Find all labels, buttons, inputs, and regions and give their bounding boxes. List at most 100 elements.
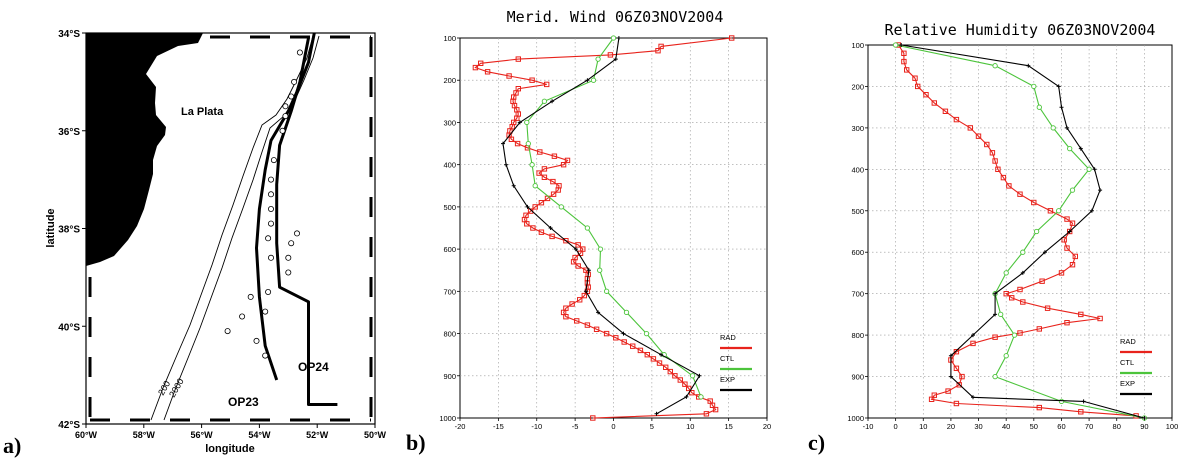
data-point-exp xyxy=(1026,63,1031,68)
data-point-exp xyxy=(585,78,590,83)
legend-label-rad: RAD xyxy=(1120,337,1136,346)
lat-tick-label: 36°S xyxy=(58,127,80,138)
station-marker xyxy=(288,93,295,100)
data-point-rad xyxy=(580,246,586,252)
data-point-ctl xyxy=(524,119,530,126)
data-point-ctl xyxy=(1050,125,1056,131)
lat-tick-label: 34°S xyxy=(58,29,80,40)
longitude-ticks: 60°W 58°W 56°W 54°W 52°W 50°W xyxy=(75,424,387,440)
data-point-rad xyxy=(915,83,921,90)
data-point-exp xyxy=(1042,250,1047,255)
y-tick-label: 600 xyxy=(851,248,864,257)
data-point-rad xyxy=(967,125,973,131)
data-point-rad xyxy=(677,377,683,383)
data-point-ctl xyxy=(1058,398,1065,405)
data-point-rad xyxy=(995,166,1001,173)
data-point-ctl xyxy=(698,394,704,400)
data-point-rad xyxy=(564,157,571,164)
data-point-ctl xyxy=(597,246,604,252)
x-tick-label: 30 xyxy=(974,422,982,431)
data-point-rad xyxy=(667,368,673,375)
data-point-rad xyxy=(1064,216,1070,222)
lon-tick-label: 60°W xyxy=(75,430,98,440)
data-point-rad xyxy=(992,158,998,164)
data-point-rad xyxy=(901,50,907,56)
data-point-rad xyxy=(590,415,596,421)
data-point-rad xyxy=(672,373,678,379)
region-label: La Plata xyxy=(181,106,224,118)
data-point-rad xyxy=(650,356,657,362)
data-point-rad xyxy=(511,119,517,126)
panel-letter-b: b) xyxy=(406,430,426,455)
station-marker xyxy=(239,313,246,320)
y-tick-label: 500 xyxy=(851,207,864,216)
station-marker xyxy=(247,293,254,300)
legend-label-rad: RAD xyxy=(720,333,736,342)
data-point-exp xyxy=(971,333,975,338)
lat-tick-label: 38°S xyxy=(58,225,80,236)
data-point-exp xyxy=(548,226,553,230)
x-tick-label: -10 xyxy=(863,422,874,431)
contour-2000 xyxy=(163,35,320,421)
series-wind xyxy=(472,35,735,421)
data-point-rad xyxy=(1047,208,1054,214)
data-point-rad xyxy=(682,381,688,387)
data-point-rad xyxy=(538,200,545,206)
station-marker xyxy=(267,220,274,227)
data-point-rad xyxy=(603,330,610,337)
data-point-rad xyxy=(607,52,614,58)
chart-title-humidity: Relative Humidity 06Z03NOV2004 xyxy=(885,21,1156,39)
station-marker xyxy=(265,235,272,242)
legend-label-exp: EXP xyxy=(720,375,735,384)
data-point-exp xyxy=(899,43,904,47)
lon-tick-label: 54°W xyxy=(248,430,271,440)
data-point-exp xyxy=(1098,188,1103,193)
data-point-ctl xyxy=(689,373,696,379)
y-tick-label: 900 xyxy=(851,373,864,382)
data-point-exp xyxy=(511,183,516,188)
legend-label-ctl: CTL xyxy=(720,354,734,363)
data-point-rad xyxy=(953,400,960,407)
data-point-rad xyxy=(729,35,735,41)
data-point-rad xyxy=(637,347,644,354)
data-point-rad xyxy=(563,238,569,244)
data-point-ctl xyxy=(610,35,617,41)
data-point-ctl xyxy=(597,267,603,273)
data-point-ctl xyxy=(643,330,650,337)
data-point-exp xyxy=(573,247,578,252)
data-point-rad xyxy=(621,339,627,345)
x-tick-label: 10 xyxy=(686,422,694,431)
latitude-ticks: 34°S 36°S 38°S 40°S 42°S xyxy=(58,29,86,431)
data-point-rad xyxy=(550,191,557,197)
data-point-exp xyxy=(1067,229,1072,234)
humidity-profile-panel: Relative Humidity 06Z03NOV2004 -10 0 10 20 3… xyxy=(847,21,1178,431)
data-point-exp xyxy=(697,373,702,378)
station-marker xyxy=(282,113,289,120)
y-tick-label: 100 xyxy=(443,34,456,43)
data-point-rad xyxy=(523,212,529,219)
data-point-exp xyxy=(1065,125,1069,130)
data-point-rad xyxy=(577,297,583,303)
data-point-rad xyxy=(1039,278,1045,284)
station-marker xyxy=(262,352,269,359)
data-point-ctl xyxy=(1031,83,1037,90)
data-point-ctl xyxy=(590,77,597,83)
panel-letter-c: c) xyxy=(808,430,825,455)
data-point-rad xyxy=(574,318,580,324)
data-point-exp xyxy=(621,331,626,336)
route-label-op23: OP23 xyxy=(228,395,259,409)
data-point-exp xyxy=(613,57,618,62)
data-point-rad xyxy=(515,56,521,62)
station-marker xyxy=(285,269,292,276)
y-tick-label: 1000 xyxy=(439,414,456,423)
data-point-ctl xyxy=(998,311,1004,318)
station-marker xyxy=(267,254,274,261)
x-tick-label: -15 xyxy=(493,422,504,431)
data-point-rad xyxy=(1067,228,1073,235)
data-point-rad xyxy=(549,233,555,240)
data-point-ctl xyxy=(525,140,531,147)
data-point-rad xyxy=(1069,262,1076,268)
data-point-rad xyxy=(551,153,558,159)
data-point-rad xyxy=(536,170,542,176)
data-point-rad xyxy=(575,242,581,248)
